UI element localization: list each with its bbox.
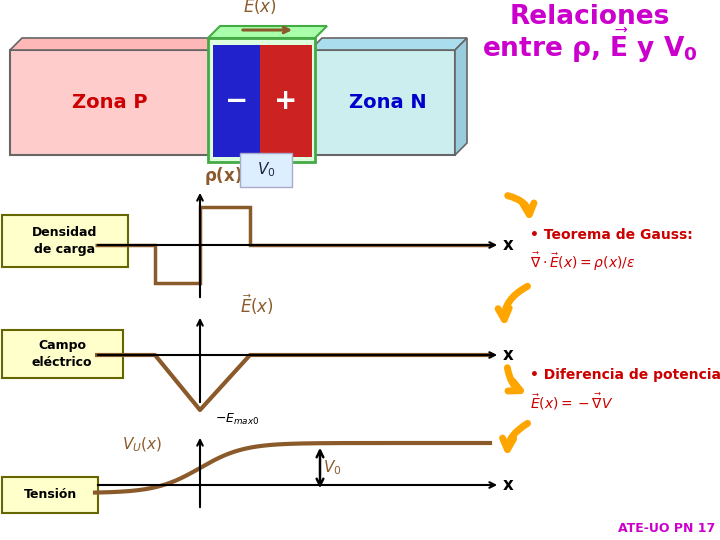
Polygon shape [310, 38, 467, 50]
Text: $\vec{\nabla}\cdot\vec{E}(x) = \rho(x)/\varepsilon$: $\vec{\nabla}\cdot\vec{E}(x) = \rho(x)/\… [530, 251, 636, 273]
Text: $\bf{\rho(x)}$: $\bf{\rho(x)}$ [204, 165, 243, 187]
Text: $V_0$: $V_0$ [323, 458, 341, 477]
Text: ATE-UO PN 17: ATE-UO PN 17 [618, 522, 715, 535]
Text: entre $\bf{\rho}$, $\vec{\bf{E}}$ y $\bf{V_0}$: entre $\bf{\rho}$, $\vec{\bf{E}}$ y $\bf… [482, 26, 698, 65]
Polygon shape [208, 26, 327, 38]
Text: $\vec{E}(x)$: $\vec{E}(x)$ [243, 0, 277, 17]
Text: Relaciones: Relaciones [510, 4, 670, 30]
Text: Campo
eléctrico: Campo eléctrico [32, 339, 92, 369]
Text: −: − [225, 87, 248, 115]
Text: $\vec{E}(x) = -\vec{\nabla}V$: $\vec{E}(x) = -\vec{\nabla}V$ [530, 392, 613, 413]
FancyBboxPatch shape [310, 50, 455, 155]
Bar [213, 45, 260, 157]
Polygon shape [455, 38, 467, 155]
FancyBboxPatch shape [10, 50, 210, 155]
Text: Zona N: Zona N [349, 93, 427, 112]
Text: x: x [503, 236, 514, 254]
Text: x: x [503, 346, 514, 364]
Text: $-E_{max0}$: $-E_{max0}$ [215, 412, 259, 427]
FancyBboxPatch shape [2, 215, 128, 267]
Text: +: + [274, 87, 297, 115]
FancyBboxPatch shape [208, 38, 315, 162]
Text: • Diferencia de potencial:: • Diferencia de potencial: [530, 368, 720, 382]
FancyBboxPatch shape [2, 330, 123, 378]
Polygon shape [10, 38, 222, 50]
Text: • Teorema de Gauss:: • Teorema de Gauss: [530, 228, 693, 242]
Polygon shape [210, 38, 222, 155]
Text: $V_U(x)$: $V_U(x)$ [122, 436, 162, 454]
Text: x: x [503, 476, 514, 494]
Text: Zona P: Zona P [72, 93, 148, 112]
Text: Tensión: Tensión [23, 489, 76, 502]
Bar [260, 45, 312, 157]
Text: $V_0$: $V_0$ [257, 160, 275, 179]
FancyBboxPatch shape [2, 477, 98, 513]
Text: Densidad
de carga: Densidad de carga [32, 226, 98, 256]
FancyBboxPatch shape [240, 153, 292, 187]
Text: $\vec{E}(x)$: $\vec{E}(x)$ [240, 293, 274, 317]
